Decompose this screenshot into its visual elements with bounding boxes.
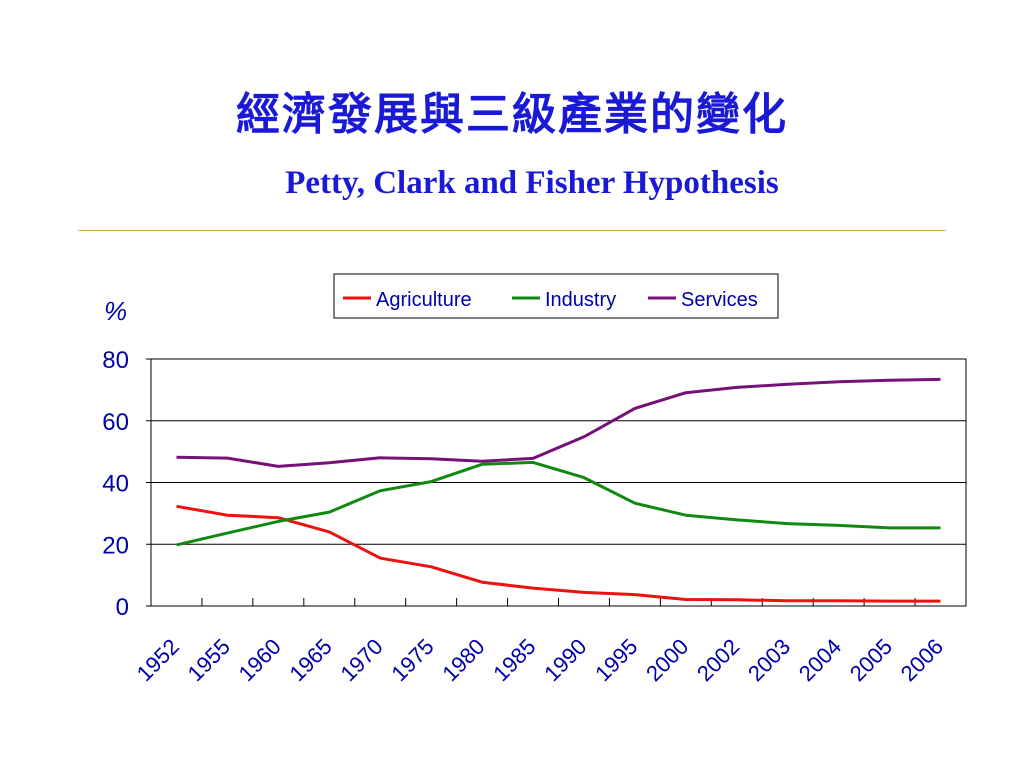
series-line-agriculture [176, 504, 941, 603]
x-tick-label: 1960 [234, 634, 286, 686]
y-tick-label: 20 [102, 532, 129, 559]
x-tick-label: 1985 [488, 634, 540, 686]
x-tick-label: 1975 [386, 634, 438, 686]
y-tick-label: 0 [116, 594, 129, 621]
x-tick-label: 1990 [539, 634, 591, 686]
x-tick-label: 2005 [845, 634, 897, 686]
y-tick-label: 80 [102, 347, 129, 374]
y-axis-label: % [104, 296, 127, 326]
x-tick-label: 2003 [743, 634, 795, 686]
y-tick-label: 40 [102, 471, 129, 498]
legend-label: Industry [545, 289, 616, 311]
legend: Agriculture Industry Services [333, 273, 779, 319]
x-tick-label: 1995 [590, 634, 642, 686]
x-tick-label: 2002 [692, 634, 744, 686]
legend-label: Services [681, 289, 758, 311]
x-tick-label: 1952 [132, 634, 184, 686]
slide-title-chinese: 經濟發展與三級產業的變化 [236, 89, 788, 140]
legend-label: Agriculture [376, 289, 472, 311]
series-line-services [176, 377, 941, 468]
y-tick-label: 60 [102, 409, 129, 436]
x-tick-label: 1970 [335, 634, 387, 686]
x-tick-label: 2000 [641, 634, 693, 686]
x-tick-label: 1980 [437, 634, 489, 686]
legend-box [333, 273, 779, 319]
series-line-industry [176, 460, 941, 547]
slide-title-english: Petty, Clark and Fisher Hypothesis [285, 165, 779, 201]
title-divider [78, 230, 946, 231]
x-tick-label: 2006 [896, 634, 948, 686]
x-tick-label: 2004 [794, 634, 846, 686]
x-tick-label: 1955 [183, 634, 235, 686]
x-tick-label: 1965 [285, 634, 337, 686]
